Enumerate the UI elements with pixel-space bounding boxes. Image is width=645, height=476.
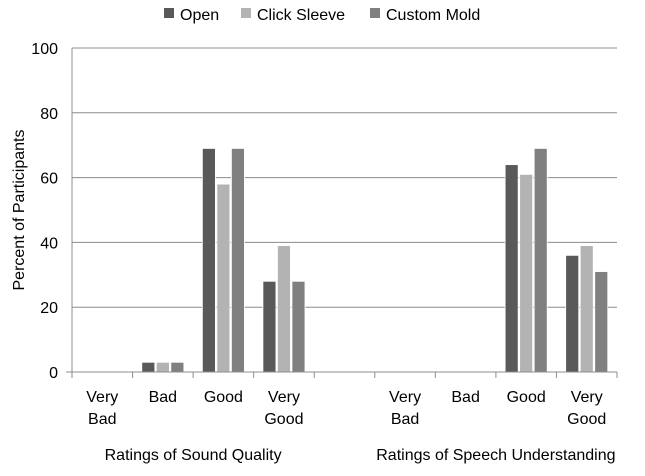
x-tick-label: Good — [264, 411, 303, 428]
x-tick-label: Very — [268, 389, 300, 406]
bar — [565, 254, 580, 373]
legend-label: Click Sleeve — [257, 7, 345, 24]
legend-swatch — [164, 8, 174, 18]
x-tick-label: Very — [86, 389, 118, 406]
legend: Open Click Sleeve Custom Mold — [164, 7, 480, 24]
x-tick-label: Bad — [391, 411, 419, 428]
y-tick-label: 80 — [40, 106, 58, 123]
y-tick-labels: 0 20 40 60 80 100 — [31, 41, 58, 382]
x-tick-labels: Very Bad Bad Good Very Good Very Bad Bad Good Very… — [71, 372, 618, 428]
x-tick-label: Very — [389, 389, 421, 406]
x-tick-label: Very — [571, 389, 603, 406]
x-tick-label: Good — [507, 389, 546, 406]
bar — [533, 148, 548, 373]
x-tick-label: Bad — [88, 411, 116, 428]
bar — [504, 164, 519, 373]
group-label: Ratings of Speech Understanding — [376, 447, 615, 464]
y-tick-label: 100 — [31, 41, 58, 58]
y-tick-label: 40 — [40, 235, 58, 252]
y-tick-label: 60 — [40, 171, 58, 188]
x-tick-label: Good — [567, 411, 606, 428]
legend-swatch — [241, 8, 251, 18]
bars — [141, 148, 609, 373]
bar — [170, 361, 185, 373]
legend-label: Custom Mold — [386, 7, 480, 24]
bar — [201, 148, 216, 373]
bar — [519, 173, 534, 373]
y-axis-label: Percent of Participants — [11, 130, 28, 291]
bar — [230, 148, 245, 373]
legend-label: Open — [180, 7, 219, 24]
x-tick-label: Good — [204, 389, 243, 406]
x-tick-label: Bad — [149, 389, 177, 406]
bar — [155, 361, 170, 373]
bar — [277, 245, 291, 373]
y-tick-label: 20 — [40, 300, 58, 317]
bar — [291, 280, 306, 373]
bar — [594, 271, 609, 373]
bar — [216, 183, 231, 373]
group-label: Ratings of Sound Quality — [105, 447, 282, 464]
legend-swatch — [370, 8, 380, 18]
bar — [579, 245, 594, 373]
bar — [262, 280, 277, 373]
group-labels: Ratings of Sound Quality Ratings of Speec… — [105, 447, 616, 464]
y-tick-label: 0 — [49, 365, 58, 382]
bar — [141, 361, 156, 373]
x-tick-label: Bad — [451, 389, 479, 406]
